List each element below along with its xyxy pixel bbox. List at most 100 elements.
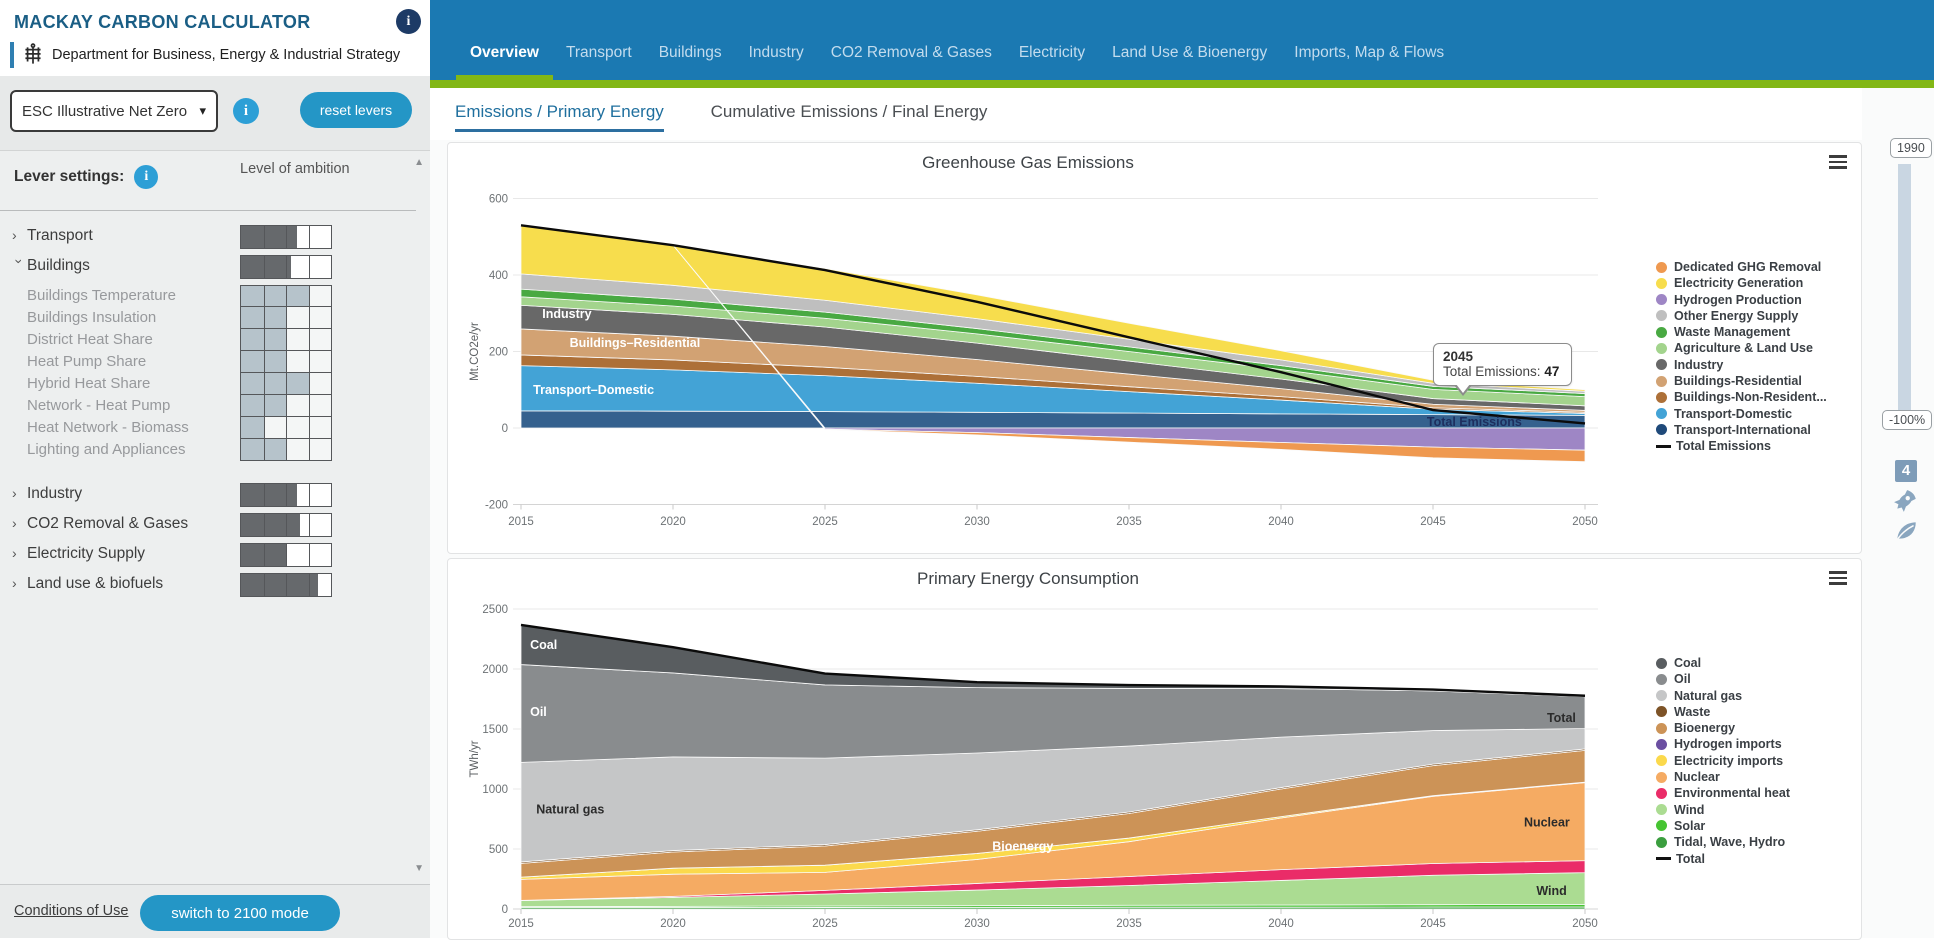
emissions-area-chart[interactable]: 600 400 200 0 -200 Mt.CO2e/yr 2015 2020 2025 2030… [448, 143, 1861, 553]
chevron-collapsed-icon[interactable]: › [12, 545, 17, 561]
lever-ambition-bar[interactable] [240, 513, 332, 537]
lever-label: Heat Network - Biomass [27, 419, 189, 436]
legend-item-buildings-residential[interactable]: Buildings-Residential [1656, 374, 1827, 388]
primary-energy-area-chart[interactable]: 2500 2000 1500 1000 500 0 TWh/yr 2015 2020 2025 20… [448, 559, 1861, 939]
lever-info-icon[interactable]: i [134, 165, 159, 189]
legend-color-dot [1656, 294, 1667, 306]
legend-label: Waste Management [1674, 325, 1791, 340]
legend-item-solar[interactable]: Solar [1656, 819, 1790, 833]
legend-color-dot [1656, 690, 1667, 702]
lever-co2-removal-gases[interactable]: › CO2 Removal & Gases [0, 513, 416, 537]
nav-item-co2-removal-gases[interactable]: CO2 Removal & Gases [830, 44, 992, 61]
chevron-expanded-icon[interactable]: › [11, 259, 28, 264]
legend-label: Total [1676, 851, 1705, 866]
legend-item-buildings-non-resident-[interactable]: Buildings-Non-Resident... [1656, 390, 1827, 404]
lever-industry[interactable]: › Industry [0, 483, 416, 507]
chevron-collapsed-icon[interactable]: › [12, 485, 17, 501]
nav-item-transport[interactable]: Transport [565, 44, 632, 61]
legend-item-coal[interactable]: Coal [1656, 656, 1790, 670]
nav-item-land-use-bioenergy[interactable]: Land Use & Bioenergy [1112, 44, 1268, 61]
nav-item-industry[interactable]: Industry [748, 44, 804, 61]
lever-ambition-bar[interactable] [240, 373, 332, 395]
legend-item-total-emissions[interactable]: Total Emissions [1656, 439, 1827, 453]
legend-item-hydrogen-imports[interactable]: Hydrogen imports [1656, 737, 1790, 751]
lever-lighting-and-appliances[interactable]: Lighting and Appliances [0, 439, 416, 461]
legend-item-electricity-generation[interactable]: Electricity Generation [1656, 276, 1827, 290]
legend-item-bioenergy[interactable]: Bioenergy [1656, 721, 1790, 735]
subtabs: Emissions / Primary Energy Cumulative Emi… [430, 88, 1934, 140]
rocket-icon[interactable] [1893, 488, 1919, 514]
legend-item-industry[interactable]: Industry [1656, 358, 1827, 372]
app-info-icon[interactable]: i [396, 9, 421, 34]
lever-hybrid-heat-share[interactable]: Hybrid Heat Share [0, 373, 416, 395]
legend-item-transport-international[interactable]: Transport-International [1656, 423, 1827, 437]
legend-item-agriculture-land-use[interactable]: Agriculture & Land Use [1656, 341, 1827, 355]
scroll-up-icon[interactable]: ▲ [414, 157, 424, 168]
legend-item-hydrogen-production[interactable]: Hydrogen Production [1656, 293, 1827, 307]
lever-ambition-bar[interactable] [240, 543, 332, 567]
pathway-number-badge[interactable]: 4 [1895, 460, 1917, 482]
lever-ambition-bar[interactable] [240, 417, 332, 439]
subtab-cumulative-emissions-final-energy[interactable]: Cumulative Emissions / Final Energy [710, 102, 988, 121]
legend-item-total[interactable]: Total [1656, 851, 1790, 866]
svg-text:2035: 2035 [1116, 516, 1142, 528]
svg-text:400: 400 [489, 270, 508, 282]
reset-levers-button[interactable]: reset levers [300, 92, 412, 128]
lever-network-heat-pump[interactable]: Network - Heat Pump [0, 395, 416, 417]
legend-item-natural-gas[interactable]: Natural gas [1656, 689, 1790, 703]
lever-transport[interactable]: › Transport [0, 225, 416, 249]
chart-menu-icon[interactable] [1829, 155, 1847, 169]
lever-buildings[interactable]: ›Buildings [0, 255, 416, 279]
lever-electricity-supply[interactable]: › Electricity Supply [0, 543, 416, 567]
nav-item-overview[interactable]: Overview [456, 44, 553, 84]
lever-ambition-bar[interactable] [240, 307, 332, 329]
chevron-collapsed-icon[interactable]: › [12, 575, 17, 591]
lever-buildings-temperature[interactable]: Buildings Temperature [0, 285, 416, 307]
legend-item-other-energy-supply[interactable]: Other Energy Supply [1656, 309, 1827, 323]
legend-item-electricity-imports[interactable]: Electricity imports [1656, 754, 1790, 768]
legend-item-environmental-heat[interactable]: Environmental heat [1656, 786, 1790, 800]
nav-item-imports-map-flows[interactable]: Imports, Map & Flows [1294, 44, 1445, 61]
chart-menu-icon[interactable] [1829, 571, 1847, 585]
lever-heat-network-biomass[interactable]: Heat Network - Biomass [0, 417, 416, 439]
chevron-collapsed-icon[interactable]: › [12, 227, 17, 243]
legend-item-wind[interactable]: Wind [1656, 803, 1790, 817]
switch-mode-button[interactable]: switch to 2100 mode [140, 895, 340, 931]
lever-ambition-bar[interactable] [240, 351, 332, 373]
legend-item-oil[interactable]: Oil [1656, 672, 1790, 686]
svg-text:2000: 2000 [482, 664, 508, 676]
legend-item-waste[interactable]: Waste [1656, 705, 1790, 719]
lever-heat-pump-share[interactable]: Heat Pump Share [0, 351, 416, 373]
scroll-down-icon[interactable]: ▼ [414, 863, 424, 874]
legend-item-transport-domestic[interactable]: Transport-Domestic [1656, 406, 1827, 421]
legend-item-nuclear[interactable]: Nuclear [1656, 770, 1790, 784]
lever-ambition-bar[interactable] [240, 225, 332, 249]
lever-ambition-bar[interactable] [240, 483, 332, 507]
lever-district-heat-share[interactable]: District Heat Share [0, 329, 416, 351]
legend-color-dot [1656, 408, 1667, 420]
legend-color-dot [1656, 326, 1667, 338]
lever-ambition-bar[interactable] [240, 285, 332, 307]
lever-label: District Heat Share [27, 331, 153, 348]
nav-item-buildings[interactable]: Buildings [658, 44, 722, 61]
legend-item-tidal-wave-hydro[interactable]: Tidal, Wave, Hydro [1656, 835, 1790, 849]
lever-land-use-biofuels[interactable]: › Land use & biofuels [0, 573, 416, 597]
lever-ambition-bar[interactable] [240, 395, 332, 417]
chevron-collapsed-icon[interactable]: › [12, 515, 17, 531]
conditions-of-use-link[interactable]: Conditions of Use [14, 903, 129, 919]
legend-label: Transport-Domestic [1674, 406, 1793, 421]
year-slider-track[interactable] [1898, 164, 1911, 416]
lever-buildings-insulation[interactable]: Buildings Insulation [0, 307, 416, 329]
scenario-info-icon[interactable]: i [233, 98, 259, 124]
svg-text:2030: 2030 [964, 918, 990, 930]
lever-ambition-bar[interactable] [240, 439, 332, 461]
legend-item-waste-management[interactable]: Waste Management [1656, 325, 1827, 340]
nav-item-electricity[interactable]: Electricity [1018, 44, 1086, 61]
leaf-icon[interactable] [1893, 518, 1919, 544]
legend-item-dedicated-ghg-removal[interactable]: Dedicated GHG Removal [1656, 260, 1827, 274]
lever-ambition-bar[interactable] [240, 573, 332, 597]
lever-ambition-bar[interactable] [240, 255, 332, 279]
scenario-select[interactable]: ESC Illustrative Net Zero ▾ [10, 90, 218, 132]
lever-ambition-bar[interactable] [240, 329, 332, 351]
subtab-emissions-primary-energy[interactable]: Emissions / Primary Energy [455, 102, 664, 132]
